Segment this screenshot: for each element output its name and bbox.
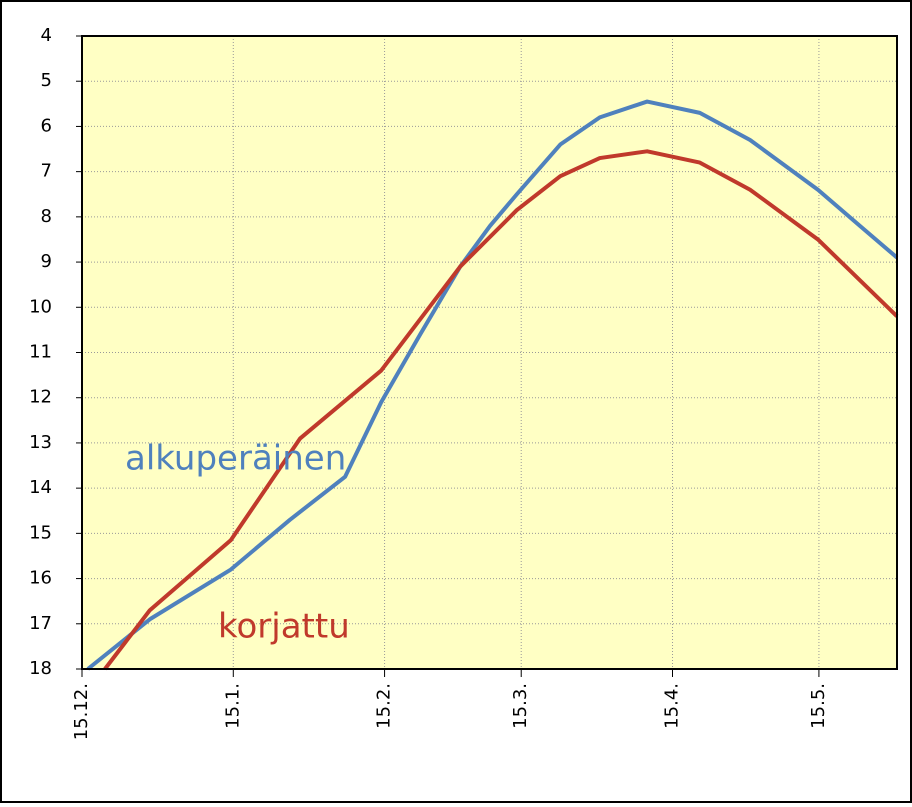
y-tick-label: 4: [41, 25, 52, 46]
y-tick-label: 13: [29, 432, 52, 453]
y-tick-label: 16: [29, 568, 52, 589]
x-tick-label: 15.2.: [374, 683, 395, 729]
series-label: korjattu: [218, 607, 350, 647]
y-tick-label: 12: [29, 387, 52, 408]
x-tick-label: 15.12.: [71, 683, 92, 740]
y-tick-label: 9: [41, 251, 52, 272]
y-tick-label: 10: [29, 296, 52, 317]
line: [86, 99, 899, 671]
x-tick-label: 15.1.: [222, 683, 243, 729]
y-tick-label: 8: [41, 206, 52, 227]
labels: 4 5 6 7 8 9 10 11 12 13 14 15 16 17 18 15.12. 15.1. 15.2.…: [29, 25, 829, 740]
y-tick-label: 17: [29, 613, 52, 634]
y-tick-label: 14: [29, 477, 52, 498]
y-tick-label: 15: [29, 522, 52, 543]
x-tick-label: 15.3.: [510, 683, 531, 729]
y-tick-label: 18: [29, 658, 52, 679]
y-tick-label: 11: [29, 342, 52, 363]
x-tick-label: 15.5.: [808, 683, 829, 729]
lines: [86, 99, 899, 671]
y-tick-label: 5: [41, 70, 52, 91]
y-tick-label: 7: [41, 161, 52, 182]
line: [103, 149, 899, 671]
series-label: alkuperäinen: [125, 439, 346, 479]
y-tick-label: 6: [41, 115, 52, 136]
plot-area: [82, 36, 897, 669]
x-tick-label: 15.4.: [662, 683, 683, 729]
